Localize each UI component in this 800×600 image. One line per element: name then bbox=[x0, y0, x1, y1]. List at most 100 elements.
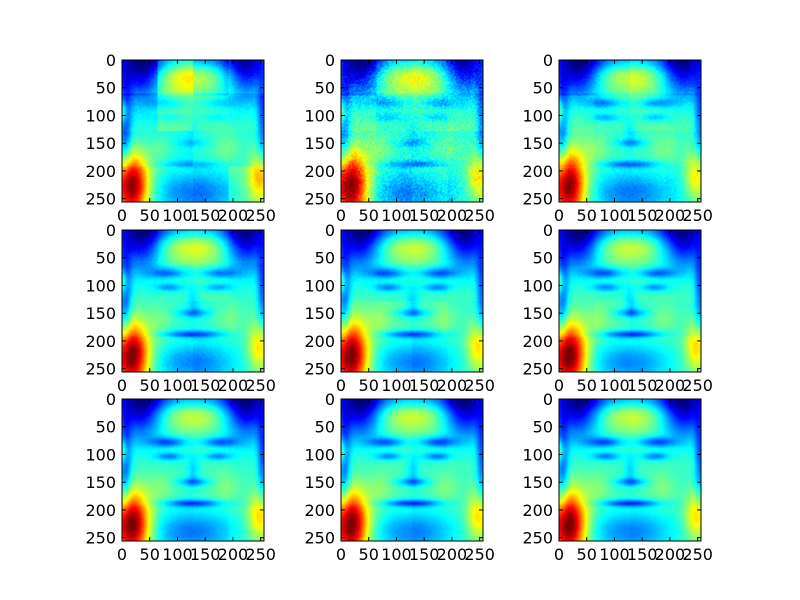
heatmap-image bbox=[122, 60, 264, 202]
x-tick-label: 0 bbox=[554, 206, 564, 225]
y-tick-label: 150 bbox=[522, 473, 553, 492]
y-tick-label: 150 bbox=[522, 134, 553, 153]
x-tick-label: 150 bbox=[627, 545, 658, 564]
y-tick-label: 0 bbox=[543, 51, 553, 70]
y-tick-label: 150 bbox=[304, 304, 335, 323]
y-tick-label: 50 bbox=[533, 79, 553, 98]
x-tick-label: 150 bbox=[627, 376, 658, 395]
x-tick-label: 100 bbox=[599, 206, 630, 225]
axes-frame bbox=[558, 398, 702, 542]
heatmap-image bbox=[341, 230, 483, 372]
x-tick-label: 100 bbox=[162, 206, 193, 225]
x-tick-label: 150 bbox=[409, 376, 440, 395]
y-tick-label: 100 bbox=[304, 106, 335, 125]
y-tick-label: 0 bbox=[325, 390, 335, 409]
y-tick-label: 250 bbox=[304, 360, 335, 379]
x-tick-label: 200 bbox=[437, 376, 468, 395]
axes-frame bbox=[340, 229, 484, 373]
x-tick-label: 50 bbox=[359, 545, 379, 564]
y-tick-label: 100 bbox=[304, 276, 335, 295]
x-tick-label: 50 bbox=[577, 206, 597, 225]
x-tick-label: 150 bbox=[190, 206, 221, 225]
x-tick-label: 250 bbox=[245, 376, 276, 395]
x-tick-label: 100 bbox=[381, 545, 412, 564]
heatmap-image bbox=[341, 60, 483, 202]
x-tick-label: 0 bbox=[336, 545, 346, 564]
y-tick-label: 200 bbox=[522, 332, 553, 351]
x-tick-label: 50 bbox=[577, 545, 597, 564]
axes-frame bbox=[558, 59, 702, 203]
x-tick-label: 50 bbox=[140, 206, 160, 225]
y-tick-label: 50 bbox=[533, 249, 553, 268]
heatmap-image bbox=[559, 399, 701, 541]
y-tick-label: 50 bbox=[315, 418, 335, 437]
y-tick-label: 250 bbox=[522, 190, 553, 209]
y-tick-label: 250 bbox=[304, 190, 335, 209]
y-tick-label: 100 bbox=[304, 445, 335, 464]
x-tick-label: 50 bbox=[140, 376, 160, 395]
x-tick-label: 250 bbox=[464, 376, 495, 395]
y-tick-label: 0 bbox=[106, 221, 116, 240]
x-tick-label: 100 bbox=[599, 545, 630, 564]
y-tick-label: 200 bbox=[522, 162, 553, 181]
heatmap-image bbox=[122, 230, 264, 372]
y-tick-label: 200 bbox=[304, 332, 335, 351]
x-tick-label: 100 bbox=[381, 376, 412, 395]
x-tick-label: 200 bbox=[437, 206, 468, 225]
y-tick-label: 150 bbox=[304, 473, 335, 492]
y-tick-label: 200 bbox=[522, 501, 553, 520]
y-tick-label: 150 bbox=[522, 304, 553, 323]
x-tick-label: 0 bbox=[336, 376, 346, 395]
x-tick-label: 250 bbox=[682, 545, 713, 564]
x-tick-label: 0 bbox=[117, 376, 127, 395]
y-tick-label: 100 bbox=[85, 106, 116, 125]
x-tick-label: 200 bbox=[437, 545, 468, 564]
x-tick-label: 250 bbox=[464, 545, 495, 564]
y-tick-label: 50 bbox=[96, 249, 116, 268]
heatmap-image bbox=[559, 60, 701, 202]
x-tick-label: 150 bbox=[409, 206, 440, 225]
x-tick-label: 0 bbox=[117, 206, 127, 225]
y-tick-label: 100 bbox=[85, 276, 116, 295]
x-tick-label: 250 bbox=[245, 545, 276, 564]
x-tick-label: 150 bbox=[409, 545, 440, 564]
x-tick-label: 200 bbox=[655, 545, 686, 564]
y-tick-label: 100 bbox=[85, 445, 116, 464]
y-tick-label: 0 bbox=[106, 51, 116, 70]
y-tick-label: 0 bbox=[106, 390, 116, 409]
y-tick-label: 150 bbox=[85, 134, 116, 153]
x-tick-label: 50 bbox=[359, 206, 379, 225]
y-tick-label: 100 bbox=[522, 276, 553, 295]
x-tick-label: 0 bbox=[554, 545, 564, 564]
y-tick-label: 0 bbox=[543, 390, 553, 409]
x-tick-label: 200 bbox=[655, 376, 686, 395]
x-tick-label: 200 bbox=[655, 206, 686, 225]
y-tick-label: 50 bbox=[315, 249, 335, 268]
axes-frame bbox=[121, 398, 265, 542]
x-tick-label: 150 bbox=[190, 545, 221, 564]
y-tick-label: 250 bbox=[85, 190, 116, 209]
x-tick-label: 50 bbox=[577, 376, 597, 395]
x-tick-label: 150 bbox=[190, 376, 221, 395]
y-tick-label: 200 bbox=[304, 162, 335, 181]
heatmap-image bbox=[341, 399, 483, 541]
y-tick-label: 200 bbox=[304, 501, 335, 520]
y-tick-label: 50 bbox=[533, 418, 553, 437]
axes-frame bbox=[558, 229, 702, 373]
heatmap-image bbox=[559, 230, 701, 372]
x-tick-label: 200 bbox=[218, 545, 249, 564]
y-tick-label: 250 bbox=[85, 360, 116, 379]
y-tick-label: 0 bbox=[325, 221, 335, 240]
y-tick-label: 100 bbox=[522, 445, 553, 464]
x-tick-label: 50 bbox=[140, 545, 160, 564]
x-tick-label: 0 bbox=[117, 545, 127, 564]
